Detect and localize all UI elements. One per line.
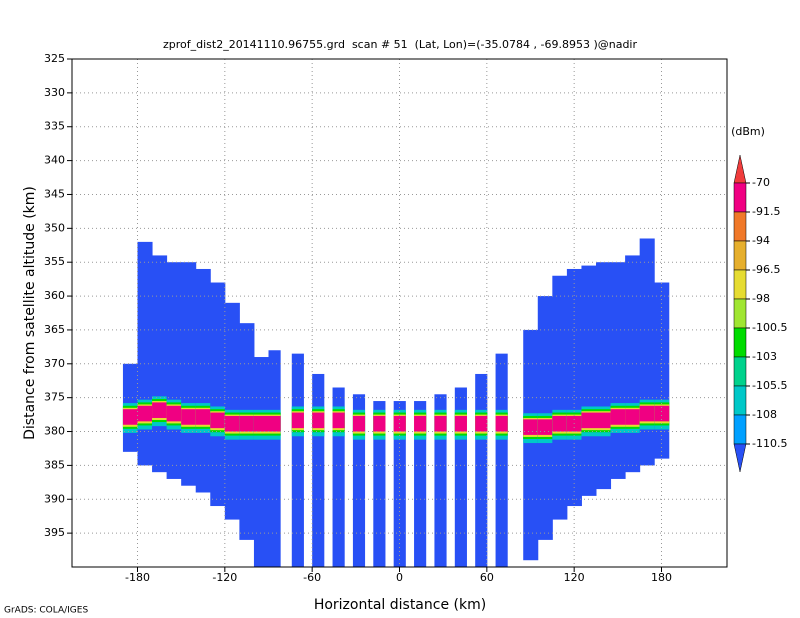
y-tick-label: 375 bbox=[44, 391, 65, 404]
x-tick-label: -180 bbox=[125, 571, 150, 584]
echo-column bbox=[523, 329, 539, 561]
colorbar-label: -91.5 bbox=[752, 205, 780, 218]
colorbar-label: -103 bbox=[752, 350, 777, 363]
colorbar-box bbox=[733, 182, 747, 213]
plot-frame bbox=[71, 58, 728, 568]
colorbar-label: -110.5 bbox=[752, 437, 787, 450]
surface-echo bbox=[253, 415, 269, 432]
surface-echo bbox=[495, 415, 508, 432]
x-tick-label: -60 bbox=[303, 571, 321, 584]
y-tick-label: 370 bbox=[44, 357, 65, 370]
surface-echo bbox=[268, 415, 281, 432]
y-tick-label: 340 bbox=[44, 154, 65, 167]
colorbar-box bbox=[733, 269, 747, 300]
footer: GrADS: COLA/IGES bbox=[4, 606, 88, 616]
y-tick-label: 335 bbox=[44, 120, 65, 133]
colorbar-label: -108 bbox=[752, 408, 777, 421]
echo-column bbox=[552, 275, 568, 520]
colorbar-box bbox=[733, 298, 747, 329]
surface-echo bbox=[166, 405, 182, 422]
echo-column bbox=[581, 265, 597, 496]
surface-echo bbox=[454, 415, 467, 432]
x-tick-label: 0 bbox=[396, 571, 403, 584]
y-tick-label: 365 bbox=[44, 323, 65, 336]
colorbar-label: -98 bbox=[752, 292, 770, 305]
surface-echo bbox=[210, 412, 226, 429]
surface-echo bbox=[639, 405, 655, 422]
surface-echo bbox=[373, 415, 386, 432]
colorbar-box bbox=[733, 211, 747, 242]
y-tick-label: 355 bbox=[44, 255, 65, 268]
surface-echo bbox=[137, 405, 153, 422]
echo-column bbox=[137, 241, 153, 466]
colorbar-label: -70 bbox=[752, 176, 770, 189]
colorbar-label: -100.5 bbox=[752, 321, 787, 334]
y-tick-label: 360 bbox=[44, 289, 65, 302]
surface-echo bbox=[414, 415, 427, 432]
y-tick-label: 380 bbox=[44, 425, 65, 438]
echo-column bbox=[373, 401, 386, 567]
y-tick-label: 390 bbox=[44, 492, 65, 505]
surface-echo bbox=[434, 415, 447, 432]
echo-column bbox=[610, 262, 626, 479]
colorbar-box bbox=[733, 240, 747, 271]
y-tick-label: 325 bbox=[44, 52, 65, 65]
colorbar-box bbox=[733, 327, 747, 358]
echo-column bbox=[210, 282, 226, 507]
colorbar-label: -105.5 bbox=[752, 379, 787, 392]
echo-column bbox=[195, 268, 211, 493]
surface-echo bbox=[596, 412, 612, 429]
surface-echo bbox=[195, 409, 211, 425]
surface-echo bbox=[312, 412, 325, 429]
surface-echo bbox=[475, 415, 488, 432]
surface-echo bbox=[239, 415, 255, 432]
surface-echo bbox=[581, 412, 597, 429]
surface-echo bbox=[152, 402, 168, 418]
surface-echo bbox=[552, 415, 568, 432]
y-tick-label: 350 bbox=[44, 221, 65, 234]
surface-echo bbox=[537, 419, 553, 435]
x-tick-label: 120 bbox=[564, 571, 585, 584]
surface-echo bbox=[625, 409, 641, 425]
x-tick-label: -120 bbox=[212, 571, 237, 584]
colorbar-box bbox=[733, 356, 747, 387]
echo-column bbox=[414, 401, 427, 567]
echo-column bbox=[654, 282, 670, 459]
y-axis-label: Distance from satellite altitude (km) bbox=[22, 186, 38, 440]
echo-column bbox=[393, 401, 406, 567]
surface-echo bbox=[224, 415, 240, 432]
colorbar-unit: (dBm) bbox=[731, 125, 765, 138]
surface-echo bbox=[523, 419, 539, 435]
y-tick-label: 385 bbox=[44, 458, 65, 471]
colorbar-box bbox=[733, 414, 747, 445]
x-axis-label: Horizontal distance (km) bbox=[314, 597, 486, 613]
colorbar-label: -96.5 bbox=[752, 263, 780, 276]
echo-column bbox=[475, 373, 488, 567]
echo-column bbox=[495, 353, 508, 567]
surface-echo bbox=[654, 405, 670, 422]
colorbar-box bbox=[733, 385, 747, 416]
echo-column bbox=[291, 353, 304, 567]
colorbar-label: -94 bbox=[752, 234, 770, 247]
surface-echo bbox=[352, 415, 366, 432]
x-tick-label: 180 bbox=[651, 571, 672, 584]
echo-column bbox=[312, 373, 325, 567]
echo-column bbox=[253, 357, 269, 567]
echo-column bbox=[166, 262, 182, 479]
y-tick-label: 345 bbox=[44, 187, 65, 200]
y-tick-label: 395 bbox=[44, 526, 65, 539]
surface-echo bbox=[291, 412, 304, 429]
surface-echo bbox=[181, 409, 197, 425]
surface-echo bbox=[332, 412, 345, 429]
surface-echo bbox=[610, 409, 626, 425]
y-tick-label: 330 bbox=[44, 86, 65, 99]
chart-title: zprof_dist2_20141110.96755.grd scan # 51… bbox=[163, 38, 638, 51]
x-tick-label: 60 bbox=[480, 571, 494, 584]
echo-column bbox=[268, 350, 281, 567]
colorbar-cap bbox=[733, 443, 747, 473]
surface-echo bbox=[122, 409, 138, 425]
